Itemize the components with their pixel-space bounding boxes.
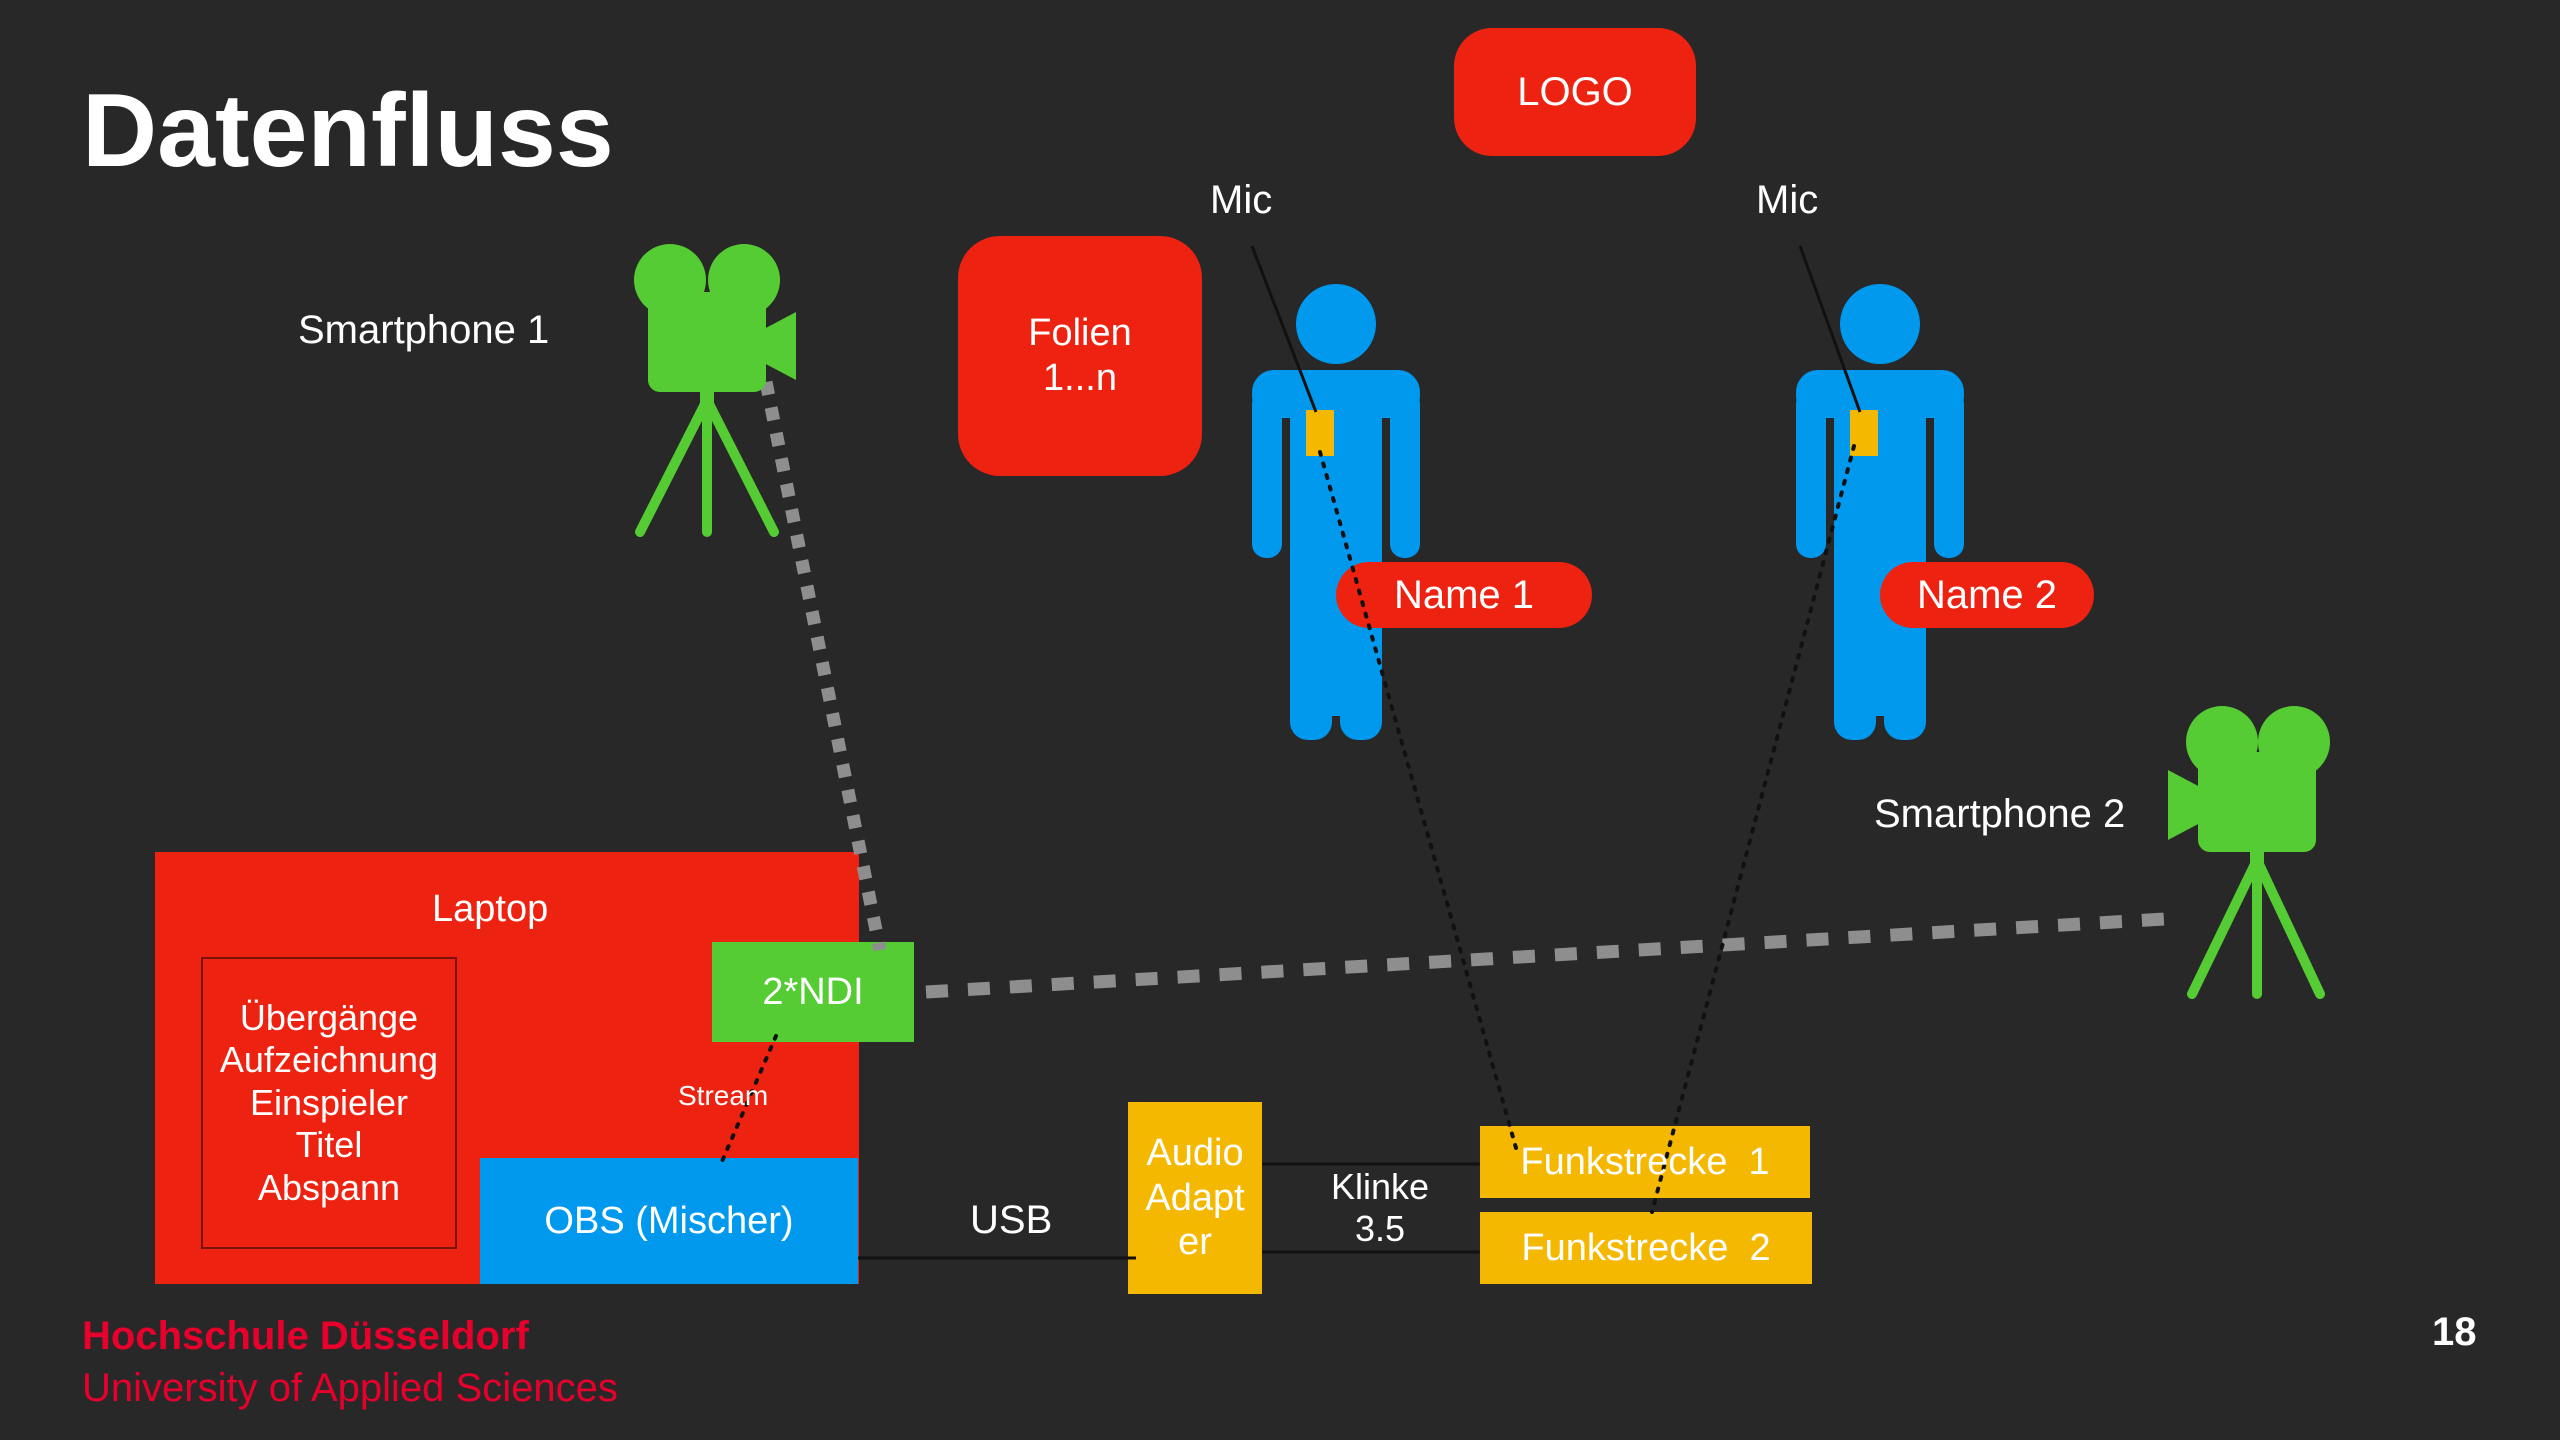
funkstrecke-2-label: Funkstrecke 2 bbox=[1521, 1226, 1771, 1269]
footer-subtitle: University of Applied Sciences bbox=[82, 1366, 618, 1410]
signal-mic-1-to-funkstrecke-1 bbox=[1318, 450, 1518, 1150]
laptop-feature-4: Titel bbox=[295, 1124, 363, 1166]
klinke-line-text-2: 3.5 bbox=[1354, 1208, 1406, 1249]
audio-adapter-label: Audio Adapt er bbox=[1128, 1102, 1262, 1294]
klinke-label: Klinke 3.5 bbox=[1300, 1158, 1460, 1258]
folien-label: Folien 1...n bbox=[958, 236, 1202, 476]
funkstrecke-1-box bbox=[1480, 1126, 1810, 1198]
stream-label: Stream bbox=[678, 1080, 769, 1111]
folien-box bbox=[958, 236, 1202, 476]
funkstrecke-1-label: Funkstrecke 1 bbox=[1520, 1140, 1770, 1183]
footer-institution: Hochschule Düsseldorf bbox=[82, 1314, 529, 1358]
audio-adapter-box bbox=[1128, 1102, 1262, 1294]
camera-icon-1 bbox=[634, 244, 796, 537]
laptop-feature-box bbox=[201, 957, 457, 1249]
usb-label: USB bbox=[970, 1198, 1053, 1242]
mic-2-label: Mic bbox=[1756, 178, 1819, 222]
audio-adapter-line-2: Adapt bbox=[1145, 1176, 1245, 1219]
ndi-link-smartphone-1 bbox=[759, 380, 887, 952]
mic-pointer-2 bbox=[1798, 245, 1862, 413]
smartphone-2-label: Smartphone 2 bbox=[1874, 792, 2126, 836]
laptop-feature-list: Übergänge Aufzeichnung Einspieler Titel … bbox=[202, 958, 456, 1248]
name-1-label: Name 1 bbox=[1393, 572, 1535, 617]
ndi-box bbox=[712, 942, 914, 1042]
folien-line-2: 1...n bbox=[1043, 357, 1117, 399]
obs-box bbox=[480, 1158, 858, 1284]
slide-title: Datenfluss bbox=[82, 73, 614, 189]
page-number: 18 bbox=[2432, 1310, 2477, 1354]
klinke-line-text-1: Klinke bbox=[1330, 1165, 1430, 1207]
name-2-badge bbox=[1880, 562, 2094, 628]
obs-label: OBS (Mischer) bbox=[544, 1199, 794, 1242]
stream-signal-line bbox=[718, 1034, 778, 1168]
logo-label: LOGO bbox=[1517, 69, 1633, 114]
camera-icon-2 bbox=[2168, 706, 2330, 999]
audio-adapter-line-1: Audio bbox=[1146, 1131, 1244, 1174]
mic-pointer-1 bbox=[1250, 245, 1318, 413]
laptop-feature-5: Abspann bbox=[257, 1166, 401, 1208]
logo-box bbox=[1454, 28, 1696, 156]
person-icon-2 bbox=[1796, 284, 1964, 740]
person-icon-1 bbox=[1252, 284, 1420, 740]
audio-adapter-line-3: er bbox=[1178, 1221, 1212, 1264]
name-1-badge bbox=[1336, 562, 1592, 628]
ndi-link-smartphone-2 bbox=[925, 911, 2183, 999]
signal-mic-2-to-funkstrecke-2 bbox=[1650, 444, 1856, 1214]
laptop-feature-2: Aufzeichnung bbox=[219, 1039, 439, 1081]
mic-clip-1 bbox=[1306, 410, 1334, 456]
smartphone-1-label: Smartphone 1 bbox=[298, 308, 550, 352]
folien-line-1: Folien bbox=[1028, 312, 1132, 355]
ndi-label: 2*NDI bbox=[762, 970, 864, 1013]
mic-1-label: Mic bbox=[1210, 178, 1273, 222]
laptop-feature-1: Übergänge bbox=[239, 996, 419, 1038]
laptop-feature-3: Einspieler bbox=[249, 1081, 409, 1123]
name-2-label: Name 2 bbox=[1916, 572, 2058, 617]
laptop-label: Laptop bbox=[432, 888, 549, 930]
funkstrecke-2-box bbox=[1480, 1212, 1812, 1284]
